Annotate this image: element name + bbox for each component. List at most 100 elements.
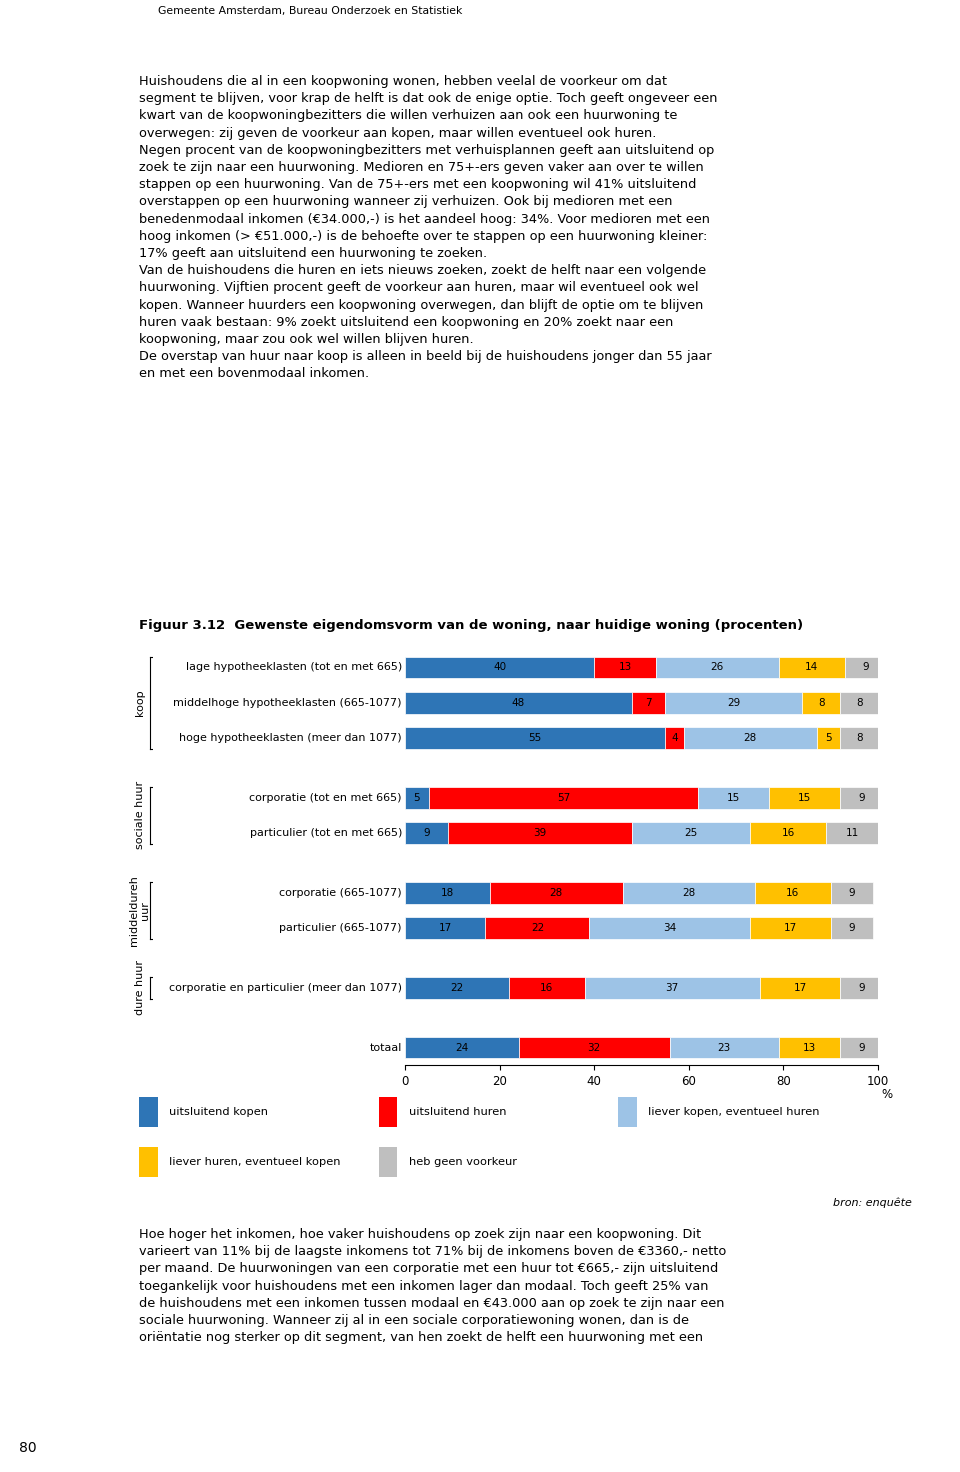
Bar	[670, 1036, 779, 1058]
Text: 5: 5	[825, 733, 831, 743]
Text: 5: 5	[414, 792, 420, 802]
Text: 16: 16	[781, 827, 795, 838]
Bar	[405, 657, 594, 679]
Bar	[405, 1036, 518, 1058]
Text: middelhoge hypotheeklasten (665-1077): middelhoge hypotheeklasten (665-1077)	[174, 698, 402, 708]
Text: 28: 28	[744, 733, 756, 743]
Text: 7: 7	[645, 698, 652, 708]
Bar	[840, 692, 878, 714]
Bar	[486, 917, 589, 939]
Bar	[769, 786, 840, 808]
Text: 22: 22	[450, 983, 464, 992]
Text: particulier (665-1077): particulier (665-1077)	[279, 923, 402, 933]
Text: 28: 28	[683, 888, 695, 898]
Text: 26: 26	[710, 662, 724, 673]
Bar	[379, 1147, 397, 1178]
Bar	[755, 882, 830, 904]
Text: 25: 25	[684, 827, 698, 838]
Text: corporatie (665-1077): corporatie (665-1077)	[279, 888, 402, 898]
Bar	[405, 727, 665, 749]
Text: 15: 15	[798, 792, 811, 802]
Text: 8: 8	[818, 698, 825, 708]
Bar	[840, 977, 883, 998]
Text: heb geen voorkeur: heb geen voorkeur	[409, 1157, 516, 1167]
Text: 37: 37	[665, 983, 679, 992]
Text: corporatie en particulier (meer dan 1077): corporatie en particulier (meer dan 1077…	[169, 983, 402, 992]
Bar	[429, 786, 698, 808]
Text: 28: 28	[550, 888, 563, 898]
Bar	[139, 1097, 157, 1128]
Bar	[585, 977, 759, 998]
Text: 16: 16	[786, 888, 800, 898]
Text: hoge hypotheeklasten (meer dan 1077): hoge hypotheeklasten (meer dan 1077)	[180, 733, 402, 743]
Text: 9: 9	[858, 792, 865, 802]
Text: 9: 9	[863, 662, 870, 673]
Bar	[518, 1036, 670, 1058]
Text: 13: 13	[618, 662, 632, 673]
Bar	[589, 917, 751, 939]
Bar	[698, 786, 769, 808]
Bar	[840, 786, 883, 808]
Text: uitsluitend kopen: uitsluitend kopen	[169, 1107, 269, 1117]
Text: bron: enquête: bron: enquête	[833, 1198, 912, 1209]
Bar	[618, 1097, 636, 1128]
Text: 23: 23	[718, 1042, 731, 1052]
Bar	[379, 1097, 397, 1128]
Text: 48: 48	[512, 698, 525, 708]
Text: 9: 9	[849, 888, 855, 898]
Bar	[840, 1036, 883, 1058]
Text: 34: 34	[663, 923, 677, 933]
Text: 57: 57	[557, 792, 570, 802]
Text: liever kopen, eventueel huren: liever kopen, eventueel huren	[648, 1107, 820, 1117]
Bar	[665, 692, 803, 714]
Bar	[405, 821, 447, 843]
Bar	[491, 882, 623, 904]
Text: 4: 4	[671, 733, 678, 743]
Text: totaal: totaal	[370, 1042, 402, 1052]
Bar	[803, 692, 840, 714]
Bar	[623, 882, 755, 904]
Text: 9: 9	[849, 923, 855, 933]
Text: Figuur 3.12  Gewenste eigendomsvorm van de woning, naar huidige woning (procente: Figuur 3.12 Gewenste eigendomsvorm van d…	[139, 618, 804, 631]
Text: 15: 15	[727, 792, 740, 802]
Text: Hoe hoger het inkomen, hoe vaker huishoudens op zoek zijn naar een koopwoning. D: Hoe hoger het inkomen, hoe vaker huishou…	[139, 1228, 727, 1344]
Bar	[817, 727, 840, 749]
Bar	[840, 727, 878, 749]
Bar	[405, 692, 632, 714]
Text: corporatie (tot en met 665): corporatie (tot en met 665)	[250, 792, 402, 802]
Bar	[405, 786, 429, 808]
Text: sociale huur: sociale huur	[134, 782, 145, 849]
Text: 17: 17	[784, 923, 797, 933]
Bar	[405, 882, 491, 904]
Bar	[632, 821, 751, 843]
Text: Huishoudens die al in een koopwoning wonen, hebben veelal de voorkeur om dat
seg: Huishoudens die al in een koopwoning won…	[139, 75, 718, 380]
Bar	[665, 727, 684, 749]
Bar	[447, 821, 632, 843]
Bar	[759, 977, 840, 998]
Bar	[594, 657, 656, 679]
Text: 8: 8	[855, 698, 862, 708]
Text: 29: 29	[727, 698, 740, 708]
Text: 39: 39	[533, 827, 546, 838]
Text: particulier (tot en met 665): particulier (tot en met 665)	[250, 827, 402, 838]
Text: 16: 16	[540, 983, 554, 992]
Text: dure huur: dure huur	[134, 960, 145, 1016]
Text: 14: 14	[805, 662, 819, 673]
Text: 9: 9	[423, 827, 429, 838]
Text: 22: 22	[531, 923, 544, 933]
Text: liever huren, eventueel kopen: liever huren, eventueel kopen	[169, 1157, 341, 1167]
Text: lage hypotheeklasten (tot en met 665): lage hypotheeklasten (tot en met 665)	[185, 662, 402, 673]
Text: koop: koop	[134, 689, 145, 715]
Text: middeldureh
uur: middeldureh uur	[129, 874, 151, 945]
Text: 80: 80	[19, 1441, 36, 1456]
Bar	[509, 977, 585, 998]
Text: Gemeente Amsterdam, Bureau Onderzoek en Statistiek: Gemeente Amsterdam, Bureau Onderzoek en …	[158, 6, 463, 16]
Bar	[751, 917, 830, 939]
Bar	[751, 821, 826, 843]
Text: 18: 18	[441, 888, 454, 898]
Bar	[779, 657, 845, 679]
Text: 9: 9	[858, 983, 865, 992]
Bar	[830, 882, 874, 904]
Text: 17: 17	[439, 923, 452, 933]
Text: 8: 8	[855, 733, 862, 743]
